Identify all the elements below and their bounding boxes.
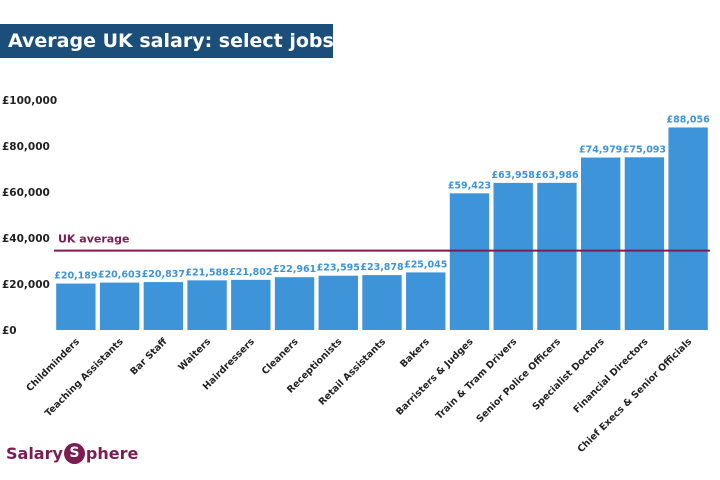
x-tick-label: Barristers & Judges [394, 336, 476, 418]
data-label: £22,961 [273, 264, 316, 275]
data-label: £21,802 [229, 267, 272, 278]
bar [231, 279, 271, 330]
uk-average-label: UK average [58, 233, 130, 246]
data-label: £59,423 [448, 180, 491, 191]
x-tick-label: Bar Staff [128, 336, 169, 377]
bar [537, 182, 577, 330]
data-label: £23,595 [317, 263, 360, 274]
data-label: £20,837 [142, 269, 185, 280]
data-label: £63,958 [492, 170, 536, 181]
y-axis: £0 £20,000 £40,000 £60,000 £80,000 £100,000 [2, 95, 57, 337]
data-label: £74,979 [579, 145, 622, 156]
data-label: £88,056 [666, 114, 710, 125]
bar [449, 193, 490, 330]
data-label: £63,986 [535, 170, 579, 181]
data-label: £75,093 [623, 144, 666, 155]
bar [362, 275, 402, 330]
brand-prefix: Salary [6, 443, 63, 463]
y-tick-label: £0 [2, 325, 17, 337]
bar [406, 272, 446, 330]
bar [318, 275, 358, 330]
x-tick-label: Bakers [398, 336, 432, 370]
bar [668, 127, 708, 331]
data-label: £23,878 [360, 262, 404, 273]
y-tick-label: £80,000 [2, 141, 50, 153]
data-label: £25,045 [404, 259, 447, 270]
data-labels: £20,189 £20,603 £20,837 £21,588 £21,802 £22,9… [54, 114, 710, 281]
brand-s-icon: S [63, 442, 85, 464]
bar [580, 157, 621, 330]
x-tick-label: Train & Tram Drivers [434, 336, 520, 422]
x-tick-label: Cleaners [260, 336, 301, 377]
bar [56, 283, 96, 330]
x-tick-label: Teaching Assistants [43, 336, 126, 419]
x-tick-label: Specialist Doctors [531, 336, 608, 413]
x-tick-label: Waiters [176, 336, 213, 373]
x-tick-label: Financial Directors [571, 336, 650, 415]
x-tick-label: Senior Police Officers [474, 336, 563, 425]
brand-logo: Salary S phere [6, 440, 138, 466]
y-tick-label: £20,000 [2, 279, 50, 291]
chart-title: Average UK salary: select jobs [0, 24, 334, 58]
bar [493, 182, 533, 330]
y-tick-label: £60,000 [2, 187, 50, 199]
bar [624, 157, 665, 330]
y-tick-label: £40,000 [2, 233, 50, 245]
bar [274, 277, 315, 330]
data-label: £21,588 [185, 267, 229, 278]
data-label: £20,189 [54, 271, 97, 282]
bar [99, 282, 140, 330]
average-reference: UK average [54, 233, 710, 252]
y-tick-label: £100,000 [2, 95, 57, 107]
data-label: £20,603 [98, 270, 141, 281]
brand-suffix: phere [85, 443, 139, 463]
bars [56, 127, 708, 331]
bar [187, 280, 227, 330]
bar [143, 282, 184, 330]
